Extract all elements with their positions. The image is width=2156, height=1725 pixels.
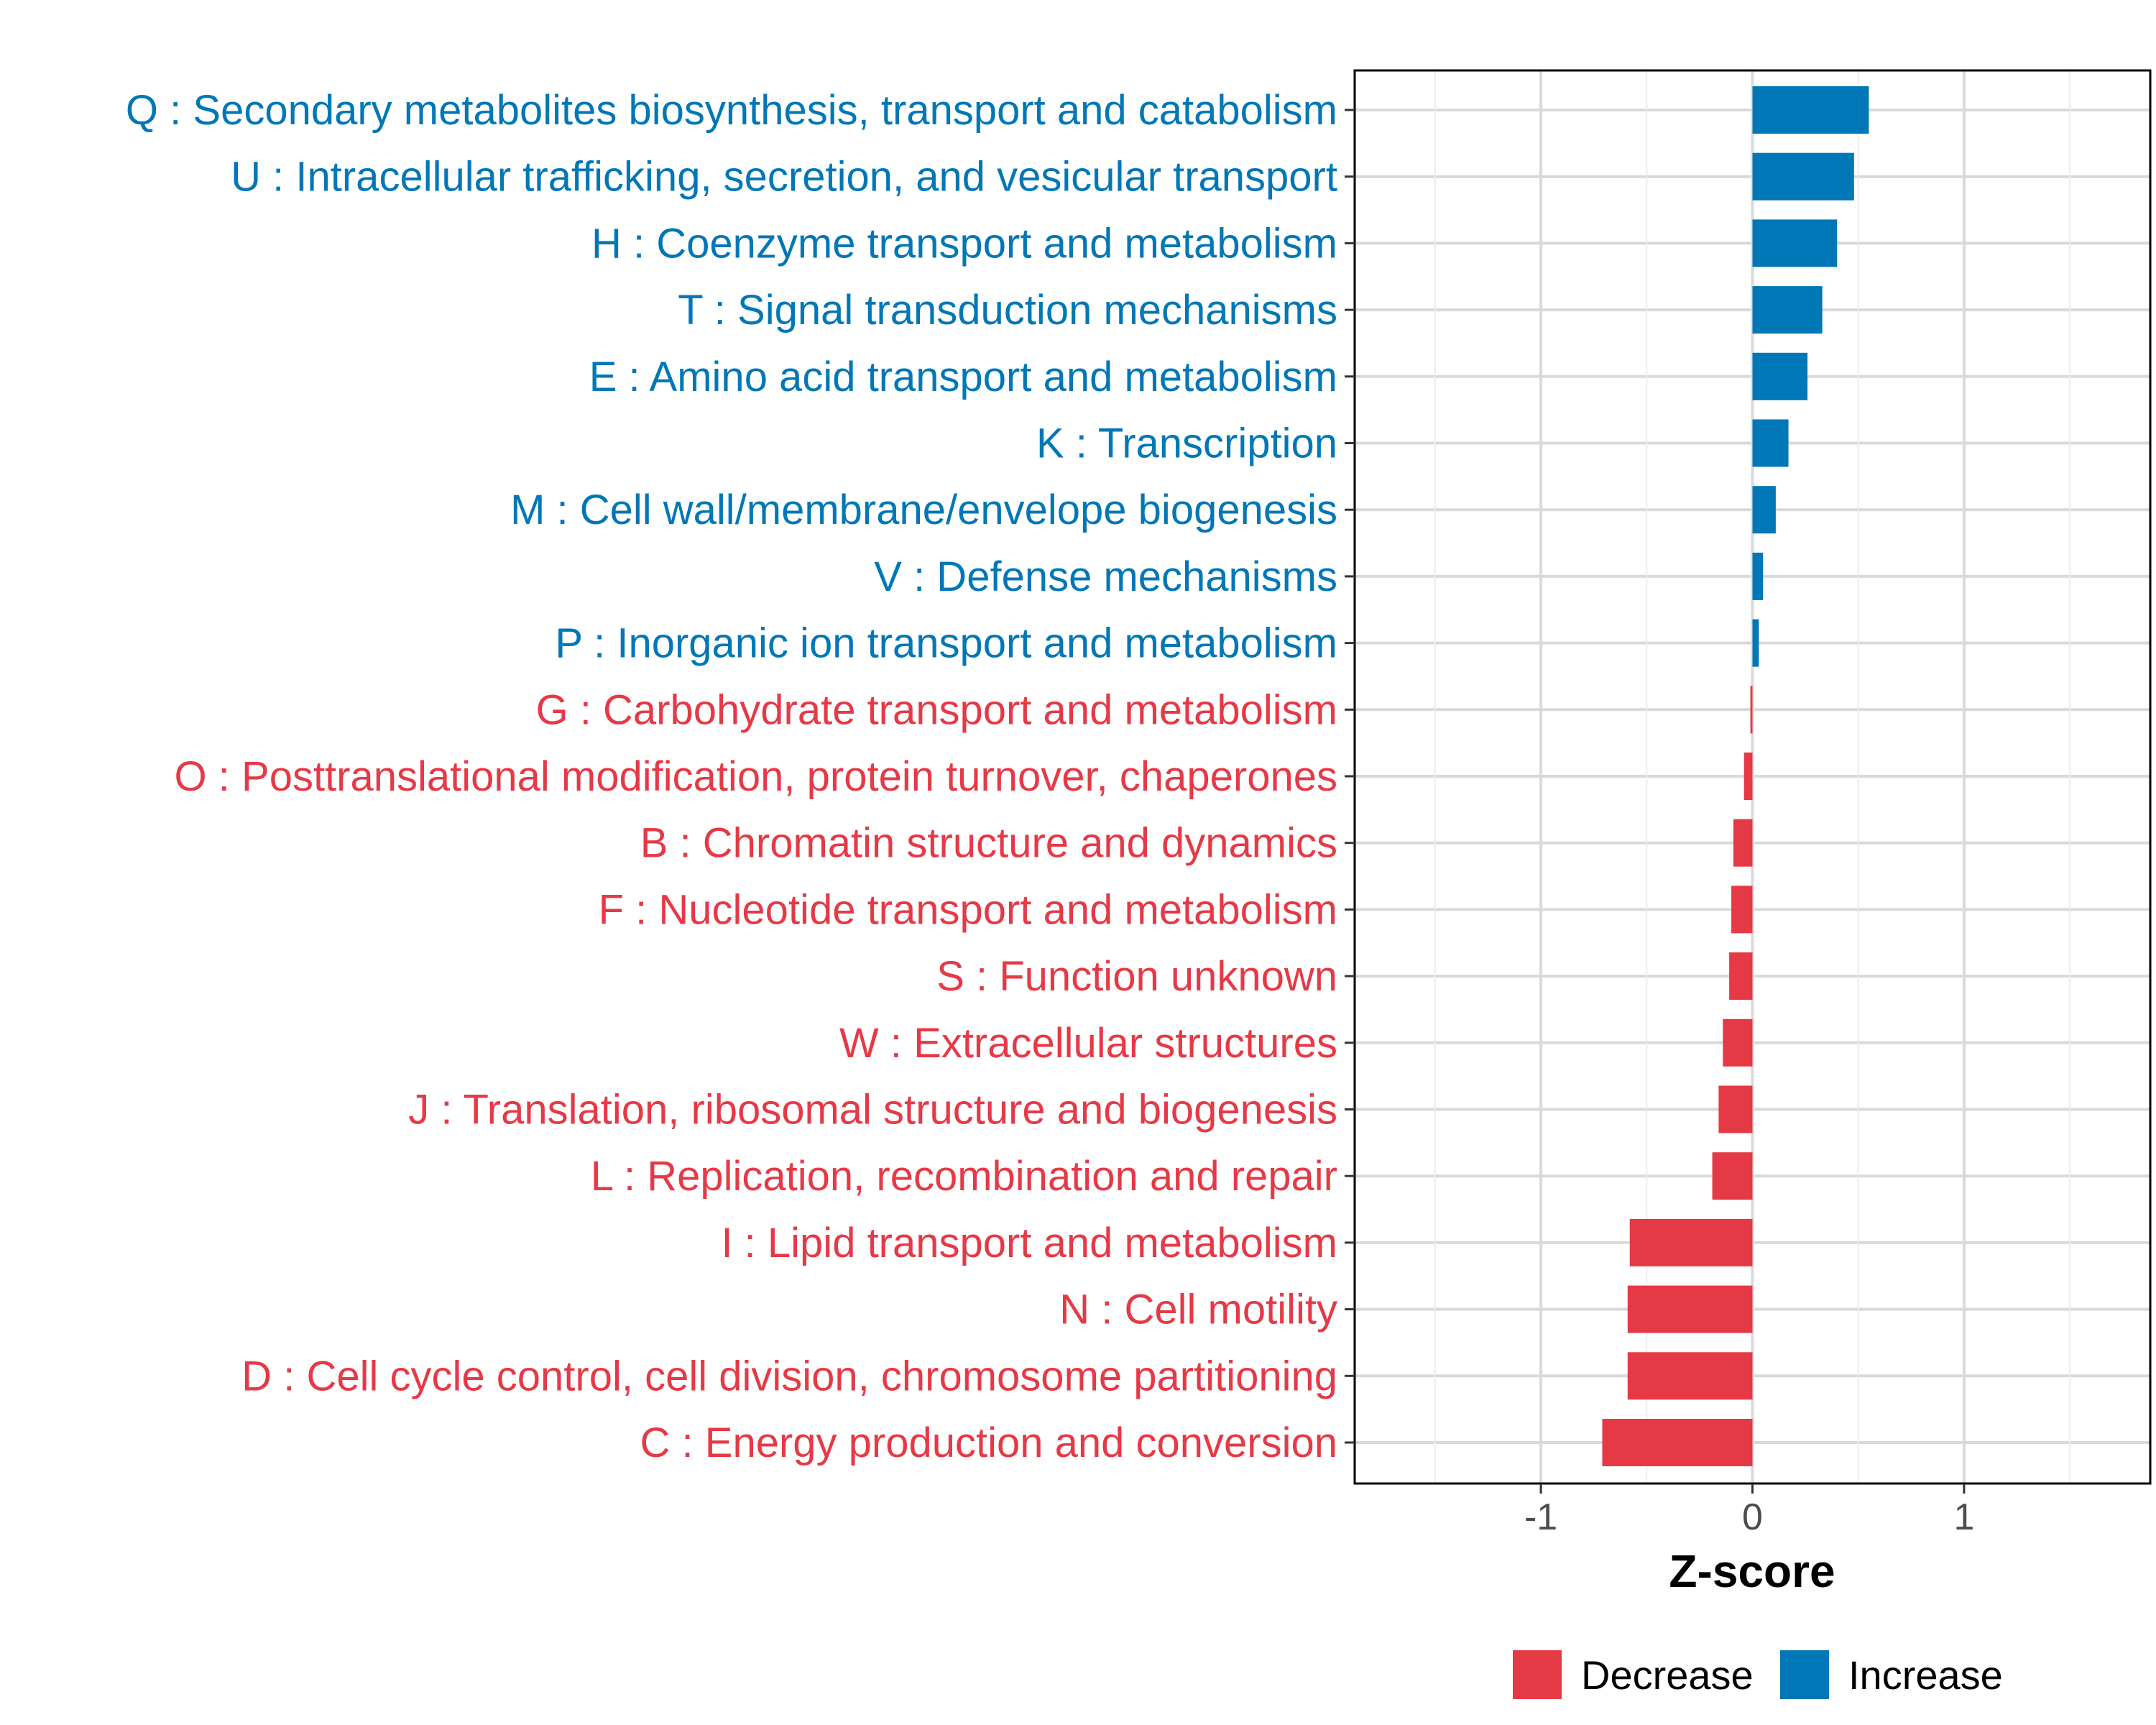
- category-label: P : Inorganic ion transport and metaboli…: [555, 620, 1337, 667]
- bar: [1752, 152, 1854, 201]
- bar: [1629, 1218, 1753, 1266]
- x-tick-label: 1: [1953, 1496, 1974, 1538]
- bar: [1602, 1419, 1753, 1466]
- legend: Decrease Increase: [1513, 1650, 2003, 1699]
- bar: [1752, 219, 1838, 267]
- category-label: E : Amino acid transport and metabolism: [589, 354, 1337, 400]
- category-label: B : Chromatin structure and dynamics: [640, 820, 1337, 867]
- bar: [1752, 419, 1789, 467]
- category-label: G : Carbohydrate transport and metabolis…: [536, 686, 1337, 733]
- category-label: N : Cell motility: [1059, 1287, 1337, 1333]
- bar: [1733, 819, 1753, 867]
- bar: [1718, 1085, 1753, 1133]
- category-label: L : Replication, recombination and repai…: [591, 1153, 1337, 1200]
- x-tick-label: -1: [1524, 1496, 1557, 1538]
- bar: [1750, 686, 1753, 734]
- y-axis-ticks: [1345, 109, 1355, 1444]
- bar: [1752, 552, 1764, 600]
- bar: [1731, 886, 1753, 934]
- bar: [1712, 1152, 1753, 1200]
- legend-label-increase: Increase: [1848, 1652, 2003, 1698]
- bar: [1729, 952, 1753, 1000]
- x-tick-label: 0: [1742, 1496, 1763, 1538]
- category-label: O : Posttranslational modification, prot…: [175, 753, 1337, 800]
- bar: [1627, 1285, 1753, 1333]
- category-label: M : Cell wall/membrane/envelope biogenes…: [510, 487, 1337, 533]
- category-label: Q : Secondary metabolites biosynthesis, …: [126, 87, 1337, 134]
- category-label: W : Extracellular structures: [839, 1020, 1337, 1067]
- bar: [1752, 86, 1869, 134]
- category-label: U : Intracellular trafficking, secretion…: [231, 154, 1337, 201]
- bar: [1752, 619, 1759, 667]
- category-label: D : Cell cycle control, cell division, c…: [241, 1353, 1337, 1399]
- legend-swatch-decrease: [1513, 1650, 1562, 1699]
- category-label: T : Signal transduction mechanisms: [678, 287, 1337, 334]
- bar: [1752, 286, 1823, 334]
- x-axis-title: Z-score: [1669, 1545, 1835, 1597]
- category-label: H : Coenzyme transport and metabolism: [591, 220, 1337, 267]
- category-label: S : Function unknown: [936, 953, 1337, 1000]
- legend-swatch-increase: [1780, 1650, 1829, 1699]
- bar: [1627, 1352, 1753, 1400]
- bar: [1752, 486, 1776, 534]
- category-label: C : Energy production and conversion: [640, 1420, 1337, 1466]
- legend-label-decrease: Decrease: [1581, 1652, 1754, 1698]
- bar: [1723, 1018, 1753, 1067]
- category-label: J : Translation, ribosomal structure and…: [408, 1087, 1337, 1133]
- category-labels: Q : Secondary metabolites biosynthesis, …: [126, 87, 1337, 1466]
- category-label: I : Lipid transport and metabolism: [721, 1220, 1337, 1266]
- x-axis-ticks: -1 0 1: [1524, 1484, 1974, 1538]
- category-label: K : Transcription: [1036, 420, 1337, 467]
- category-label: F : Nucleotide transport and metabolism: [599, 886, 1337, 933]
- bar: [1743, 753, 1753, 800]
- bars: [1602, 86, 1869, 1466]
- category-label: V : Defense mechanisms: [874, 553, 1337, 600]
- bar: [1752, 352, 1808, 400]
